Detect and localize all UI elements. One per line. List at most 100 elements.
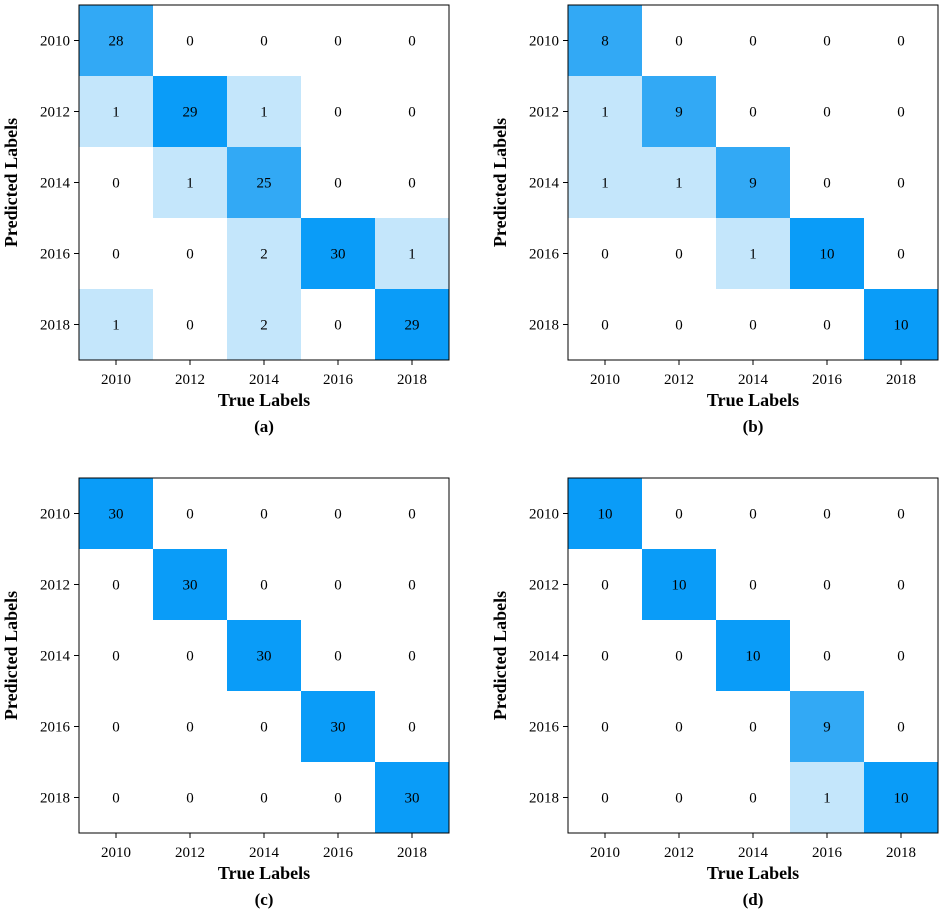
cell-value: 0 [823,318,831,334]
cell-value: 10 [598,507,613,523]
heatmap-cell [642,147,716,218]
cell-value: 0 [408,34,416,50]
heatmap-cell [153,147,227,218]
heatmap-cell [227,76,301,147]
panel-d: 10 0 0 0 0 0 10 0 0 0 0 0 10 0 0 0 0 0 9 0 0 0 0 1 10 2010 2012 201… [490,477,939,909]
cell-value: 0 [749,578,757,594]
x-tick-label: 2018 [397,372,427,388]
heatmap-cell [568,76,642,147]
cell-value: 0 [897,507,905,523]
x-axis-title: True Labels [218,390,310,410]
x-tick-label: 2014 [249,372,280,388]
cell-value: 0 [186,720,194,736]
cell-value: 29 [405,318,420,334]
heatmap-cell [864,762,938,833]
x-tick-label: 2016 [323,845,354,861]
cell-value: 0 [823,34,831,50]
cell-value: 0 [749,720,757,736]
y-tick-label: 2014 [40,649,71,665]
cell-value: 0 [749,507,757,523]
heatmap-cell [716,147,790,218]
cell-value: 0 [897,105,905,121]
cell-value: 30 [331,720,346,736]
heatmap-cell [153,549,227,620]
heatmap-cell [864,289,938,360]
y-tick-label: 2018 [529,318,559,334]
cell-value: 0 [186,649,194,665]
cell-value: 0 [897,34,905,50]
cell-value: 30 [405,791,420,807]
cell-value: 0 [897,720,905,736]
heatmap-cell [227,218,301,289]
cell-value: 0 [334,176,342,192]
y-tick-label: 2010 [40,34,70,50]
x-tick-label: 2018 [397,845,427,861]
cell-value: 0 [260,791,268,807]
heatmap-cell [375,218,449,289]
x-tick-label: 2018 [886,372,916,388]
cell-value: 0 [334,507,342,523]
cell-value: 0 [823,578,831,594]
cell-value: 0 [186,34,194,50]
cell-value: 0 [601,791,609,807]
cell-value: 0 [749,34,757,50]
cell-value: 0 [334,34,342,50]
cell-value: 10 [894,791,909,807]
cell-value: 9 [675,105,683,121]
y-tick-label: 2014 [40,176,71,192]
cell-value: 0 [675,34,683,50]
cell-value: 0 [601,720,609,736]
cell-value: 9 [823,720,831,736]
cell-value: 0 [675,318,683,334]
heatmap-cell [375,289,449,360]
cell-value: 0 [186,791,194,807]
cell-value: 0 [408,649,416,665]
cell-value: 30 [331,247,346,263]
heatmap-cell [153,76,227,147]
x-axis-title: True Labels [218,863,310,883]
cell-value: 0 [186,318,194,334]
cell-value: 2 [260,247,268,263]
cell-value: 1 [823,791,831,807]
panel-c: 30 0 0 0 0 0 30 0 0 0 0 0 30 0 0 0 0 0 30 0 0 0 0 0 30 2010 2012 20… [1,477,450,909]
cell-value: 28 [109,34,124,50]
cell-value: 0 [897,247,905,263]
heatmap-cell [568,147,642,218]
x-tick-label: 2018 [886,845,916,861]
cell-value: 0 [749,318,757,334]
cell-value: 0 [675,247,683,263]
cell-value: 0 [897,578,905,594]
heatmap-cell [227,289,301,360]
cell-value: 0 [675,649,683,665]
y-axis-title: Predicted Labels [490,591,510,720]
cell-value: 0 [749,791,757,807]
cell-value: 0 [601,318,609,334]
panel-label: (c) [255,890,274,909]
cell-value: 0 [334,791,342,807]
heatmap-cell [301,691,375,762]
cell-value: 29 [183,105,198,121]
cell-value: 0 [897,176,905,192]
x-tick-label: 2012 [664,845,694,861]
heatmap-cell [642,549,716,620]
y-tick-label: 2016 [40,720,71,736]
cell-value: 0 [823,649,831,665]
heatmap-cell [790,762,864,833]
cell-value: 0 [260,507,268,523]
cell-value: 0 [186,247,194,263]
cell-value: 0 [112,247,120,263]
cell-value: 0 [823,105,831,121]
cell-value: 0 [408,578,416,594]
heatmap-cell [79,5,153,76]
panel-label: (d) [743,890,764,909]
cell-value: 1 [675,176,683,192]
cell-value: 0 [334,649,342,665]
x-tick-label: 2014 [738,372,769,388]
x-tick-label: 2010 [590,845,620,861]
cell-value: 0 [823,176,831,192]
cell-value: 1 [260,105,268,121]
cell-value: 8 [601,34,609,50]
cell-value: 0 [408,720,416,736]
y-tick-label: 2010 [529,34,559,50]
